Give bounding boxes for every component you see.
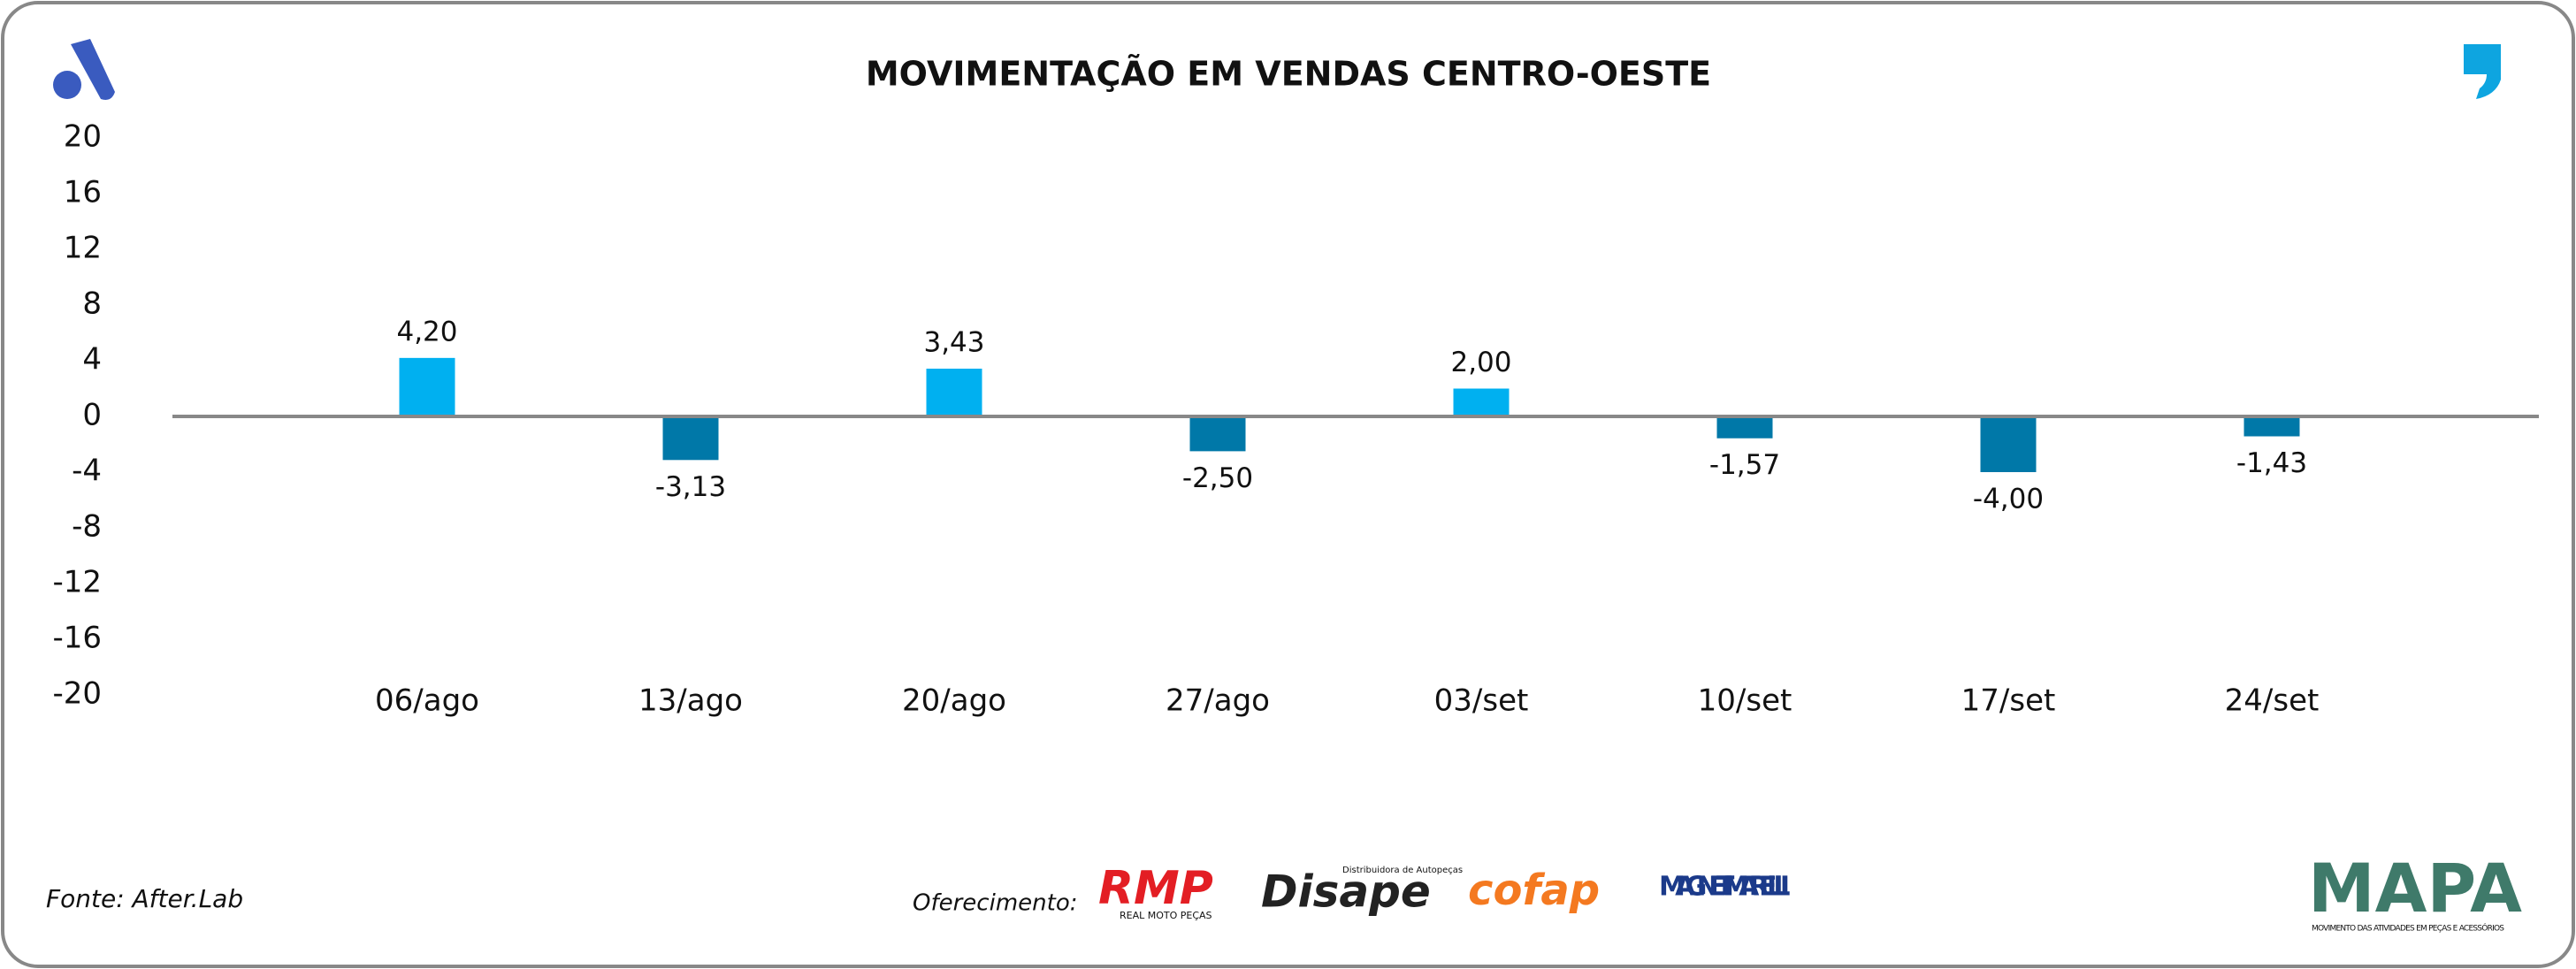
y-tick-label: 12	[64, 231, 102, 266]
sponsor-tagline: Distribuidora de Autopeças	[1342, 866, 1463, 875]
sponsor-logo: Disape	[1261, 866, 1431, 918]
x-tick-label: 17/set	[1961, 683, 2056, 719]
bar	[2243, 416, 2300, 437]
value-label: -1,57	[1709, 449, 1780, 481]
bar	[662, 416, 719, 461]
sponsor-logo: cofap	[1468, 866, 1600, 915]
brand-tagline: MOVIMENTO DAS ATIVIDADES EM PEÇAS E ACES…	[2312, 923, 2504, 934]
bar	[1980, 416, 2037, 472]
sponsor-tagline: REAL MOTO PEÇAS	[1120, 910, 1212, 921]
sponsor-label: Oferecimento:	[913, 890, 1077, 917]
x-tick-label: 10/set	[1698, 683, 1792, 719]
bar	[1453, 388, 1510, 416]
bar	[1716, 416, 1773, 439]
y-tick-label: -12	[52, 565, 102, 600]
value-label: -4,00	[1973, 484, 2044, 515]
x-tick-label: 20/ago	[902, 683, 1006, 719]
x-tick-label: 03/set	[1434, 683, 1529, 719]
y-tick-label: -4	[72, 454, 102, 489]
y-tick-label: -20	[52, 676, 102, 712]
chart-title: MOVIMENTAÇÃO EM VENDAS CENTRO-OESTE	[866, 55, 1711, 94]
sponsor-logo: RMP	[1098, 862, 1213, 915]
bar	[399, 357, 455, 416]
value-label: 2,00	[1450, 347, 1511, 378]
x-tick-label: 24/set	[2225, 683, 2320, 719]
source: Fonte: After.Lab	[46, 884, 243, 913]
value-label: -2,50	[1182, 462, 1253, 494]
value-label: 3,43	[923, 326, 984, 358]
bar	[926, 368, 982, 416]
bar	[1189, 416, 1246, 452]
x-tick-label: 06/ago	[375, 683, 479, 719]
y-tick-label: 8	[82, 286, 102, 322]
y-tick-label: 0	[82, 398, 102, 433]
x-tick-label: 13/ago	[638, 683, 743, 719]
sponsor-logo: MAGNETI MARELLI	[1659, 872, 1791, 903]
value-label: 4,20	[396, 316, 457, 347]
logo-left	[53, 39, 115, 100]
y-tick-label: -16	[52, 621, 102, 656]
x-tick-label: 27/ago	[1166, 683, 1270, 719]
value-label: -3,13	[655, 471, 726, 503]
brand-logo: MAPA	[2308, 849, 2522, 927]
y-tick-label: -8	[72, 509, 102, 545]
y-tick-label: 4	[82, 342, 102, 378]
logo-right	[2464, 44, 2501, 99]
y-tick-label: 16	[64, 175, 102, 210]
value-label: -1,43	[2236, 447, 2307, 479]
y-tick-label: 20	[64, 119, 102, 155]
